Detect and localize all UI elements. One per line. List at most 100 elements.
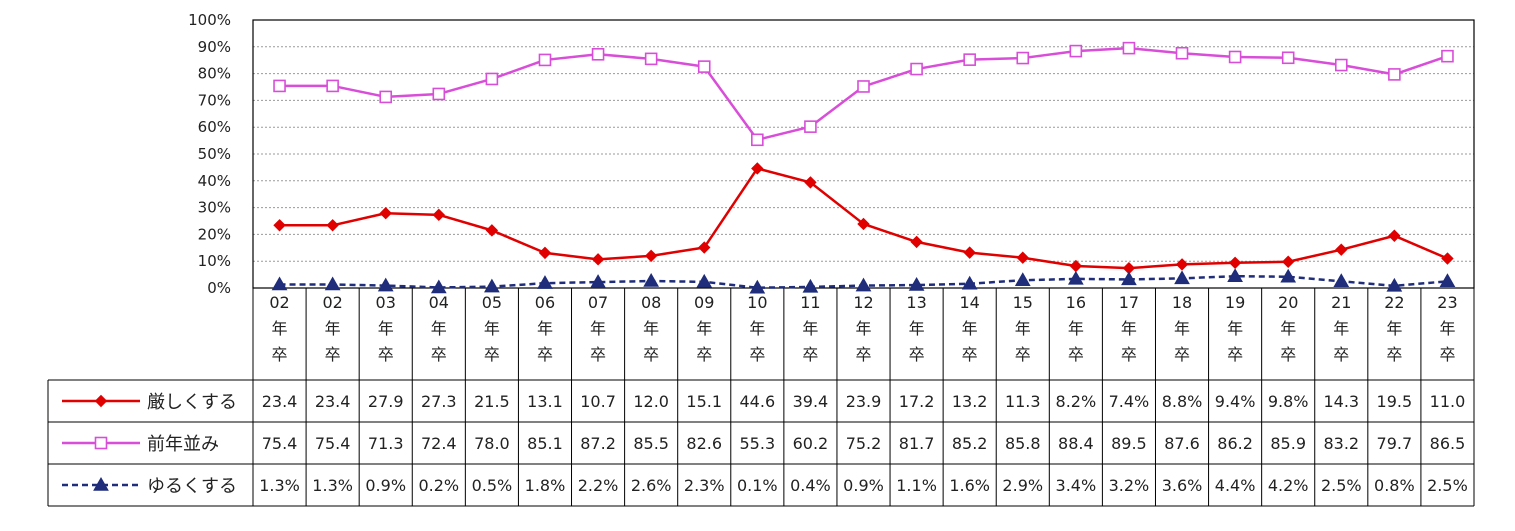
x-tick-label: 19 [1225, 293, 1245, 312]
data-point [1067, 270, 1084, 285]
x-tick-label: 16 [1066, 293, 1086, 312]
data-label: 3.2% [1109, 476, 1150, 495]
x-tick-label: 卒 [749, 345, 765, 364]
data-point [643, 273, 660, 287]
data-point [963, 53, 976, 66]
data-label: 88.4 [1058, 434, 1094, 453]
legend-label: 前年並み [147, 434, 219, 455]
data-label: 2.9% [1002, 476, 1043, 495]
x-tick-label: 卒 [802, 345, 818, 364]
data-label: 44.6 [740, 392, 776, 411]
data-point [802, 278, 819, 293]
data-point [1069, 259, 1083, 273]
data-point [857, 80, 870, 93]
data-label: 72.4 [421, 434, 457, 453]
data-point [910, 235, 923, 249]
data-label: 85.8 [1005, 434, 1041, 453]
data-point [698, 241, 711, 254]
x-tick-label: 06 [535, 293, 555, 312]
data-label: 86.5 [1430, 434, 1466, 453]
data-point [804, 120, 817, 133]
data-label: 81.7 [899, 434, 935, 453]
x-tick-label: 03 [376, 293, 396, 312]
data-point [644, 249, 658, 263]
legend-marker [93, 476, 109, 491]
x-tick-label: 年 [484, 319, 500, 338]
data-label: 83.2 [1323, 434, 1359, 453]
data-label: 3.4% [1056, 476, 1097, 495]
data-label: 11.0 [1430, 392, 1466, 411]
data-point [1121, 271, 1137, 286]
data-label: 1.3% [259, 476, 300, 495]
x-tick-label: 年 [1174, 319, 1190, 338]
data-point [273, 79, 286, 93]
x-tick-label: 23 [1437, 293, 1457, 312]
y-tick-label: 0% [207, 279, 231, 297]
data-point [1175, 258, 1189, 271]
data-label: 19.5 [1377, 392, 1413, 411]
x-tick-label: 卒 [909, 345, 925, 364]
x-tick-label: 15 [1013, 293, 1033, 312]
data-label: 15.1 [686, 392, 722, 411]
series-line [279, 46, 1448, 142]
data-point [326, 79, 339, 93]
data-label: 0.4% [790, 476, 831, 495]
data-label: 79.7 [1377, 434, 1413, 453]
y-tick-label: 70% [198, 91, 231, 109]
x-tick-label: 年 [431, 319, 447, 338]
data-point [1335, 243, 1348, 256]
data-point [644, 52, 658, 66]
x-tick-label: 10 [747, 293, 767, 312]
x-tick-label: 卒 [272, 345, 288, 364]
x-tick-label: 卒 [1068, 345, 1084, 364]
x-tick-label: 11 [800, 293, 820, 312]
data-label: 27.9 [368, 392, 404, 411]
x-tick-label: 卒 [484, 345, 500, 364]
data-label: 9.8% [1268, 392, 1309, 411]
series-3 [271, 268, 1456, 294]
data-label: 82.6 [686, 434, 722, 453]
data-point [1014, 272, 1031, 286]
x-tick-label: 年 [325, 319, 341, 338]
data-point [432, 87, 446, 101]
series-layer [271, 41, 1456, 294]
legend-marker [94, 394, 108, 408]
x-tick-label: 年 [537, 319, 553, 338]
x-tick-label: 卒 [537, 345, 553, 364]
x-tick-label: 年 [378, 319, 394, 338]
data-point [751, 133, 764, 147]
data-label: 86.2 [1217, 434, 1253, 453]
data-label: 0.5% [472, 476, 513, 495]
x-tick-label: 年 [643, 319, 659, 338]
data-point [1280, 268, 1297, 283]
x-tick-label: 09 [694, 293, 714, 312]
data-point [537, 275, 553, 289]
data-label: 75.4 [262, 434, 298, 453]
data-point [1388, 68, 1401, 81]
data-label: 23.4 [262, 392, 298, 411]
data-label: 2.5% [1427, 476, 1468, 495]
data-point [1281, 255, 1295, 268]
legend-label: ゆるくする [147, 476, 237, 497]
data-label: 75.2 [846, 434, 882, 453]
x-tick-label: 卒 [1280, 345, 1296, 364]
data-point [1227, 268, 1243, 282]
data-point [696, 273, 713, 288]
series-2 [273, 41, 1454, 147]
x-axis: 02 年卒 02 年卒 03 年卒 04 年卒 05 年卒 06 年卒 07 年卒 08 年卒 09 年卒 10 年卒… [269, 293, 1457, 364]
data-point [485, 224, 499, 237]
data-point [484, 278, 500, 293]
x-tick-label: 卒 [378, 345, 394, 364]
x-tick-label: 卒 [1015, 345, 1031, 364]
data-label: 13.1 [527, 392, 563, 411]
x-tick-label: 14 [959, 293, 979, 312]
data-label: 12.0 [633, 392, 669, 411]
data-label: 10.7 [580, 392, 616, 411]
data-label: 21.5 [474, 392, 510, 411]
data-label: 23.4 [315, 392, 351, 411]
data-label: 14.3 [1323, 392, 1359, 411]
x-tick-label: 02 [322, 293, 342, 312]
data-label: 78.0 [474, 434, 510, 453]
data-point [751, 162, 764, 175]
data-label: 87.2 [580, 434, 616, 453]
